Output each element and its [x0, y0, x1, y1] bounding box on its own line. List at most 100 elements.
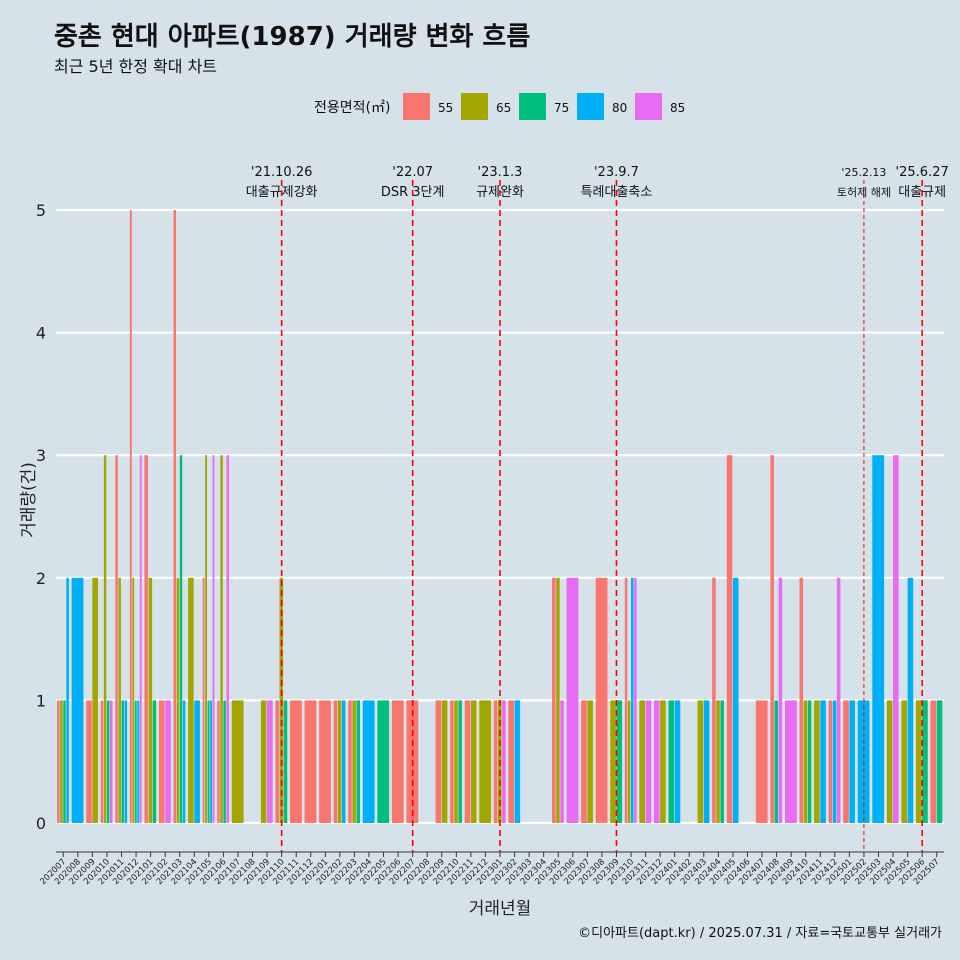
bar-202408-75 [774, 700, 779, 823]
bar-202103-80 [182, 700, 186, 823]
bar-202011-65 [118, 577, 121, 823]
bar-202412-85 [836, 577, 841, 823]
bar-202210-65 [454, 700, 458, 823]
bar-202405-80 [732, 577, 739, 823]
legend-swatch-80 [577, 93, 604, 120]
bar-202102-85 [165, 700, 171, 823]
bar-202210-55 [450, 700, 454, 823]
bar-202011-80 [124, 700, 128, 823]
y-tick-label: 4 [36, 324, 46, 343]
legend-swatch-55 [403, 93, 430, 120]
bar-202503-80 [872, 455, 885, 823]
legend-label-80: 80 [612, 101, 627, 115]
event-name-label: 대출규제강화 [246, 185, 318, 200]
bar-202009-55 [86, 700, 92, 823]
bar-202103-55 [173, 210, 177, 823]
bar-202505-65 [901, 700, 908, 823]
bar-202009-65 [92, 577, 98, 823]
bar-202012-85 [139, 455, 142, 823]
bar-202203-75 [356, 700, 361, 823]
bar-202310-85 [634, 577, 637, 823]
chart-subtitle: 최근 5년 한정 확대 차트 [54, 57, 218, 76]
legend-label-85: 85 [670, 101, 685, 115]
bar-202103-65 [176, 577, 180, 823]
bar-202404-65 [716, 700, 720, 823]
legend-title: 전용면적(㎡) [314, 100, 390, 116]
bar-202007-65 [60, 700, 63, 823]
bar-202105-55 [202, 577, 205, 823]
bar-202308-55 [595, 577, 608, 823]
bar-202306-85 [566, 577, 579, 823]
bar-202310-80 [631, 577, 634, 823]
bar-202403-65 [697, 700, 704, 823]
bar-202103-75 [179, 455, 183, 823]
legend-label-55: 55 [438, 101, 453, 115]
bar-202507-55 [930, 700, 937, 823]
bar-202310-65 [627, 700, 631, 823]
bar-202211-55 [464, 700, 471, 823]
bar-202506-75 [922, 700, 928, 823]
bar-202410-55 [799, 577, 804, 823]
bar-202203-65 [352, 700, 356, 823]
bar-202011-75 [121, 700, 125, 823]
bar-202301-85 [502, 700, 506, 823]
bar-202504-85 [893, 455, 899, 823]
bar-202106-75 [223, 700, 226, 823]
bar-202210-75 [458, 700, 462, 823]
bar-202501-55 [843, 700, 849, 823]
bar-202410-65 [803, 700, 808, 823]
bar-202102-55 [158, 700, 165, 823]
x-axis-title: 거래년월 [469, 899, 532, 919]
bar-202107-65 [231, 700, 244, 823]
legend-label-75: 75 [554, 101, 569, 115]
bar-202409-85 [784, 700, 797, 823]
bar-202106-55 [217, 700, 220, 823]
event-name-label: 특례대출축소 [581, 185, 653, 200]
event-name-label: 대출규제 [898, 185, 946, 200]
bar-202211-65 [470, 700, 477, 823]
bar-202201-55 [319, 700, 331, 823]
bar-202309-75 [616, 700, 623, 823]
bar-202407-55 [755, 700, 768, 823]
legend-swatch-75 [519, 93, 546, 120]
bar-202109-85 [267, 700, 273, 823]
bar-202110-55 [275, 700, 279, 823]
bar-202105-65 [205, 455, 208, 823]
bar-202205-75 [377, 700, 390, 823]
y-tick-label: 2 [36, 569, 46, 588]
bar-202302-80 [514, 700, 521, 823]
bar-202104-80 [194, 700, 200, 823]
bar-202405-55 [726, 455, 733, 823]
bar-202412-55 [828, 700, 833, 823]
bar-202010-65 [103, 455, 107, 823]
bar-202007-75 [63, 700, 66, 823]
bar-202312-85 [653, 700, 660, 823]
legend-swatch-65 [461, 93, 488, 120]
chart-title: 중촌 현대 아파트(1987) 거래량 변화 흐름 [54, 22, 531, 52]
bar-202209-65 [441, 700, 448, 823]
bar-202305-55 [552, 577, 556, 823]
bar-202110-75 [283, 700, 288, 823]
bar-202010-75 [106, 700, 110, 823]
bar-202202-65 [337, 700, 342, 823]
bar-202408-85 [778, 577, 783, 823]
event-date-label: '21.10.26 [251, 165, 312, 180]
bar-202106-65 [220, 455, 223, 823]
bar-202206-55 [391, 700, 404, 823]
bar-202305-85 [560, 700, 564, 823]
bar-202012-75 [134, 700, 137, 823]
bar-202301-55 [493, 700, 498, 823]
bar-202404-75 [720, 700, 724, 823]
bar-202307-65 [587, 700, 593, 823]
y-tick-label: 1 [36, 691, 46, 710]
bar-202101-55 [144, 455, 148, 823]
y-tick-label: 0 [36, 814, 46, 833]
bar-202412-80 [832, 700, 837, 823]
bar-202109-65 [260, 700, 267, 823]
bar-202010-85 [110, 700, 113, 823]
bar-202202-55 [333, 700, 338, 823]
bar-202311-65 [639, 700, 645, 823]
bar-202506-65 [915, 700, 922, 823]
bar-202010-55 [100, 700, 104, 823]
